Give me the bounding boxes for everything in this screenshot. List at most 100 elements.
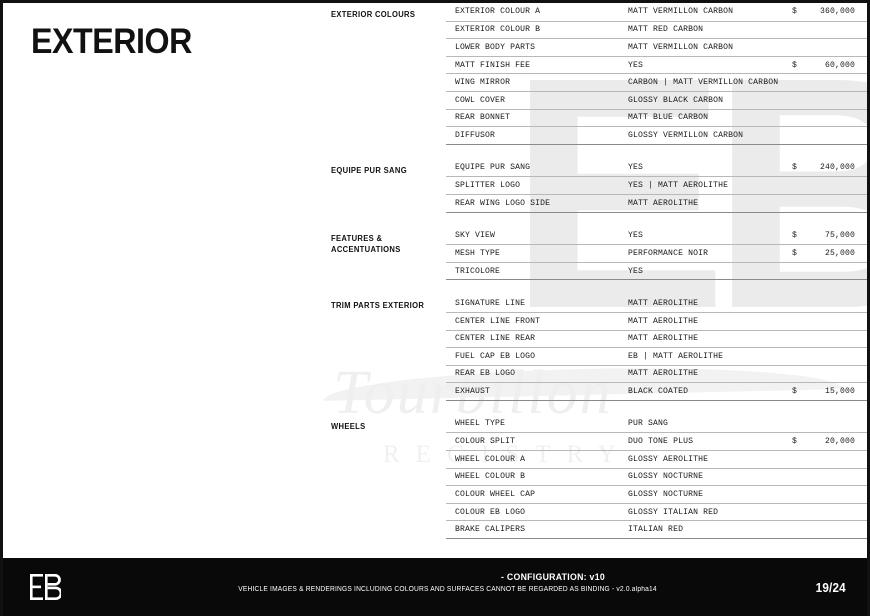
option-value: CARBON | MATT VERMILLON CARBON <box>628 78 779 88</box>
option-name: SIGNATURE LINE <box>455 298 526 308</box>
option-name: DIFFUSOR <box>455 130 496 140</box>
spec-row[interactable]: REAR BONNET MATT BLUE CARBON <box>446 108 867 127</box>
option-value: YES <box>628 60 644 70</box>
spec-row[interactable]: EXHAUST BLACK COATED $15,000 <box>446 382 867 400</box>
option-value: MATT VERMILLON CARBON <box>628 7 734 17</box>
price-currency: $ <box>792 437 798 447</box>
eb-logo-icon <box>30 574 61 600</box>
price-currency: $ <box>792 248 798 258</box>
price-amount: 20,000 <box>824 437 855 447</box>
option-name: COLOUR SPLIT <box>455 437 516 447</box>
option-name: EXHAUST <box>455 387 491 397</box>
price-currency: $ <box>792 387 798 397</box>
price-amount: 360,000 <box>819 7 855 17</box>
price-amount: 60,000 <box>824 60 855 70</box>
option-value: MATT RED CARBON <box>628 25 704 35</box>
group-label: EQUIPE PUR SANG <box>331 165 407 175</box>
spec-row[interactable]: DIFFUSOR GLOSSY VERMILLON CARBON <box>446 126 867 144</box>
spec-row[interactable]: EXTERIOR COLOUR A MATT VERMILLON CARBON $3… <box>446 3 867 21</box>
group-label: TRIM PARTS EXTERIOR <box>331 301 425 311</box>
spec-row[interactable]: FUEL CAP EB LOGO EB | MATT AEROLITHE <box>446 347 867 365</box>
group-label: FEATURES & ACCENTUATIONS <box>331 233 401 254</box>
option-value: PERFORMANCE NOIR <box>628 248 709 258</box>
option-name: COWL COVER <box>455 95 506 105</box>
option-name: MESH TYPE <box>455 248 501 258</box>
option-name: CENTER LINE REAR <box>455 334 536 344</box>
spec-row[interactable]: COWL COVER GLOSSY BLACK CARBON <box>446 90 867 109</box>
price-amount: 240,000 <box>819 163 855 173</box>
option-value: GLOSSY ITALIAN RED <box>628 507 719 517</box>
option-value: PUR SANG <box>628 419 669 429</box>
option-value: MATT AEROLITHE <box>628 198 699 208</box>
spec-row[interactable]: TRICOLORE YES <box>446 261 867 280</box>
option-name: WHEEL COLOUR A <box>455 454 526 464</box>
option-value: YES <box>628 163 644 173</box>
option-name: BRAKE CALIPERS <box>455 525 526 535</box>
spec-row[interactable]: MATT FINISH FEE YES $60,000 <box>446 55 867 74</box>
option-name: WHEEL COLOUR B <box>455 472 526 482</box>
option-name: MATT FINISH FEE <box>455 60 531 70</box>
page-footer: - CONFIGURATION: v10 VEHICLE IMAGES & RE… <box>3 558 867 616</box>
option-value: GLOSSY VERMILLON CARBON <box>628 130 744 140</box>
spec-group: EXTERIOR COLOURS EXTERIOR COLOUR A MATT VE… <box>3 3 867 145</box>
spec-row[interactable]: WHEEL COLOUR A GLOSSY AEROLITHE <box>446 450 867 468</box>
spec-row[interactable]: WHEEL TYPE PUR SANG <box>446 415 867 433</box>
configuration-version: - CONFIGURATION: v10 <box>501 572 605 583</box>
price-amount: 15,000 <box>824 387 855 397</box>
footer-text-block: - CONFIGURATION: v10 VEHICLE IMAGES & RE… <box>3 572 867 593</box>
option-value: MATT AEROLITHE <box>628 334 699 344</box>
spec-table: EXTERIOR COLOURS EXTERIOR COLOUR A MATT VE… <box>3 3 867 540</box>
option-name: COLOUR EB LOGO <box>455 507 526 517</box>
option-name: REAR WING LOGO SIDE <box>455 198 551 208</box>
spec-row[interactable]: SIGNATURE LINE MATT AEROLITHE <box>446 294 867 312</box>
spec-row[interactable]: SPLITTER LOGO YES | MATT AEROLITHE <box>446 176 867 194</box>
spec-group: FEATURES & ACCENTUATIONS SKY VIEW YES $75,0… <box>3 213 867 281</box>
option-name: REAR EB LOGO <box>455 369 516 379</box>
spec-row[interactable]: MESH TYPE PERFORMANCE NOIR $25,000 <box>446 244 867 262</box>
spec-row[interactable]: EQUIPE PUR SANG YES $240,000 <box>446 159 867 177</box>
group-rows: EQUIPE PUR SANG YES $240,000 SPLITTER LOGO Y… <box>446 145 867 213</box>
option-name: SKY VIEW <box>455 230 496 240</box>
price-currency: $ <box>792 7 798 17</box>
group-label: WHEELS <box>331 421 366 431</box>
spec-row[interactable]: COLOUR WHEEL CAP GLOSSY NOCTURNE <box>446 485 867 503</box>
option-value: MATT BLUE CARBON <box>628 113 709 123</box>
option-value: MATT VERMILLON CARBON <box>628 42 734 52</box>
option-value: GLOSSY NOCTURNE <box>628 472 704 482</box>
option-value: MATT AEROLITHE <box>628 369 699 379</box>
spec-group: EQUIPE PUR SANG EQUIPE PUR SANG YES $240,00… <box>3 145 867 213</box>
spec-row[interactable]: CENTER LINE REAR MATT AEROLITHE <box>446 329 867 348</box>
option-name: EQUIPE PUR SANG <box>455 163 531 173</box>
spec-row[interactable]: REAR WING LOGO SIDE MATT AEROLITHE <box>446 193 867 212</box>
page-number: 19/24 <box>816 580 847 595</box>
spec-row[interactable]: REAR EB LOGO MATT AEROLITHE <box>446 364 867 383</box>
option-name: LOWER BODY PARTS <box>455 42 536 52</box>
price-currency: $ <box>792 163 798 173</box>
option-name: REAR BONNET <box>455 113 511 123</box>
spec-row[interactable]: SKY VIEW YES $75,000 <box>446 227 867 245</box>
option-value: GLOSSY BLACK CARBON <box>628 95 724 105</box>
spec-row[interactable]: WING MIRROR CARBON | MATT VERMILLON CARBO… <box>446 73 867 91</box>
spec-row[interactable]: BRAKE CALIPERS ITALIAN RED <box>446 520 867 538</box>
group-rows: WHEEL TYPE PUR SANG COLOUR SPLIT DUO TONE P… <box>446 401 867 540</box>
spec-row[interactable]: LOWER BODY PARTS MATT VERMILLON CARBON <box>446 38 867 56</box>
option-value: ITALIAN RED <box>628 525 684 535</box>
group-rows: SIGNATURE LINE MATT AEROLITHE CENTER LINE … <box>446 280 867 401</box>
option-value: YES | MATT AEROLITHE <box>628 181 729 191</box>
group-rows: EXTERIOR COLOUR A MATT VERMILLON CARBON $3… <box>446 3 867 145</box>
spec-row[interactable]: COLOUR EB LOGO GLOSSY ITALIAN RED <box>446 502 867 521</box>
option-name: EXTERIOR COLOUR B <box>455 25 541 35</box>
spec-group: TRIM PARTS EXTERIOR SIGNATURE LINE MATT AE… <box>3 280 867 401</box>
option-value: GLOSSY AEROLITHE <box>628 454 709 464</box>
spec-row[interactable]: CENTER LINE FRONT MATT AEROLITHE <box>446 311 867 330</box>
option-name: SPLITTER LOGO <box>455 181 521 191</box>
spec-row[interactable]: EXTERIOR COLOUR B MATT RED CARBON <box>446 20 867 39</box>
group-label: EXTERIOR COLOURS <box>331 10 416 19</box>
option-name: COLOUR WHEEL CAP <box>455 490 536 500</box>
price-currency: $ <box>792 230 798 240</box>
option-name: CENTER LINE FRONT <box>455 316 541 326</box>
spec-row[interactable]: COLOUR SPLIT DUO TONE PLUS $20,000 <box>446 432 867 450</box>
spec-row[interactable]: WHEEL COLOUR B GLOSSY NOCTURNE <box>446 467 867 486</box>
option-name: EXTERIOR COLOUR A <box>455 7 541 17</box>
